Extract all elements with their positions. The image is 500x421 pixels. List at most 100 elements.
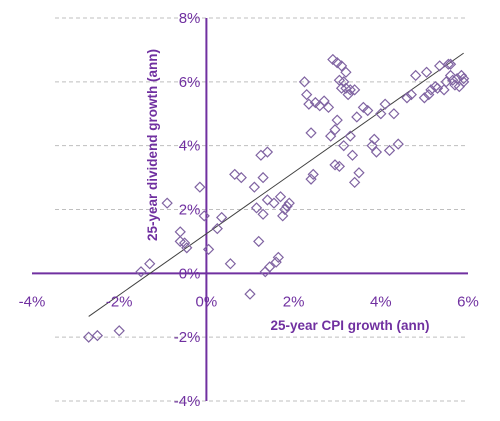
data-point xyxy=(405,88,417,101)
data-point xyxy=(335,60,348,72)
data-point xyxy=(211,223,223,235)
data-point xyxy=(388,108,400,120)
data-point xyxy=(305,127,317,139)
data-point xyxy=(224,258,237,270)
data-point xyxy=(268,197,280,209)
data-point xyxy=(113,325,125,337)
data-point xyxy=(255,149,267,161)
data-point xyxy=(301,88,313,101)
data-point xyxy=(344,84,356,96)
data-point xyxy=(303,98,315,110)
data-point xyxy=(91,329,104,342)
data-point xyxy=(135,266,147,278)
data-point xyxy=(379,98,391,110)
data-point xyxy=(307,168,319,181)
data-point xyxy=(442,58,455,70)
data-point xyxy=(353,167,365,179)
data-point xyxy=(338,140,350,152)
data-point xyxy=(434,60,446,72)
data-points xyxy=(83,53,470,343)
data-point xyxy=(344,130,356,142)
data-point xyxy=(325,130,337,142)
data-point xyxy=(366,140,378,152)
x-tick-label: -2% xyxy=(106,293,133,310)
data-point xyxy=(216,211,228,224)
data-point xyxy=(457,72,470,85)
data-point xyxy=(202,243,215,256)
data-point xyxy=(455,69,468,82)
data-point xyxy=(420,66,433,78)
y-tick-label: 2% xyxy=(179,202,201,219)
data-point xyxy=(447,74,459,86)
data-point xyxy=(194,181,206,193)
data-point xyxy=(283,197,295,209)
data-point xyxy=(318,95,330,107)
y-tick-label: -4% xyxy=(174,393,201,410)
data-point xyxy=(331,57,343,69)
data-point xyxy=(272,251,284,264)
y-axis-label: 25-year dividend growth (ann) xyxy=(145,49,160,241)
data-point xyxy=(331,114,343,126)
data-point xyxy=(357,101,370,114)
data-point xyxy=(348,176,361,189)
tick-labels: -4% -2% 0% 2% 4% 6% 8% -4% -2% 0% 2% 4% 6% xyxy=(19,10,479,410)
data-point xyxy=(277,210,289,222)
data-point xyxy=(348,84,361,96)
data-point xyxy=(174,226,186,238)
data-point xyxy=(335,82,348,94)
data-point xyxy=(198,210,210,222)
data-point xyxy=(279,203,291,216)
x-tick-label: 0% xyxy=(196,293,218,310)
data-point xyxy=(362,104,374,117)
data-point xyxy=(281,200,293,212)
data-point xyxy=(261,146,274,158)
data-point xyxy=(244,288,256,300)
x-tick-label: 4% xyxy=(370,293,392,310)
axes xyxy=(32,18,468,401)
trendline-group xyxy=(88,52,464,317)
data-point xyxy=(410,69,422,82)
data-point xyxy=(425,84,437,96)
data-point xyxy=(263,261,276,273)
data-point xyxy=(383,144,396,157)
data-point xyxy=(261,194,274,206)
data-point xyxy=(346,149,359,161)
x-tick-label: 6% xyxy=(457,293,479,310)
data-point xyxy=(274,191,287,203)
y-tick-label: 4% xyxy=(179,138,201,155)
data-point xyxy=(235,171,247,184)
x-tick-label: 2% xyxy=(283,293,305,310)
x-tick-label: -4% xyxy=(19,293,46,310)
y-tick-label: 0% xyxy=(179,265,201,282)
data-point xyxy=(431,82,444,94)
trendline xyxy=(88,52,464,317)
data-point xyxy=(333,160,346,173)
data-point xyxy=(144,258,156,270)
data-point xyxy=(257,208,269,220)
data-point xyxy=(181,242,193,254)
data-point xyxy=(418,92,431,104)
data-point xyxy=(161,197,173,209)
data-point xyxy=(375,108,387,120)
data-point xyxy=(248,181,261,193)
y-tick-label: -2% xyxy=(174,329,201,346)
data-point xyxy=(229,168,241,181)
data-point xyxy=(444,69,457,82)
data-point xyxy=(370,146,383,158)
gridlines xyxy=(55,17,468,402)
data-point xyxy=(392,138,404,150)
data-point xyxy=(298,76,311,88)
data-point xyxy=(438,84,450,96)
data-point xyxy=(401,92,413,104)
data-point xyxy=(340,66,352,78)
data-point xyxy=(174,235,186,248)
x-axis-label: 25-year CPI growth (ann) xyxy=(270,318,429,333)
data-point xyxy=(351,111,363,123)
data-point xyxy=(259,266,271,278)
data-point xyxy=(329,124,341,136)
data-point xyxy=(257,171,269,184)
data-point xyxy=(338,76,350,88)
data-point xyxy=(250,202,263,214)
data-point xyxy=(327,53,339,66)
data-point xyxy=(444,58,457,70)
